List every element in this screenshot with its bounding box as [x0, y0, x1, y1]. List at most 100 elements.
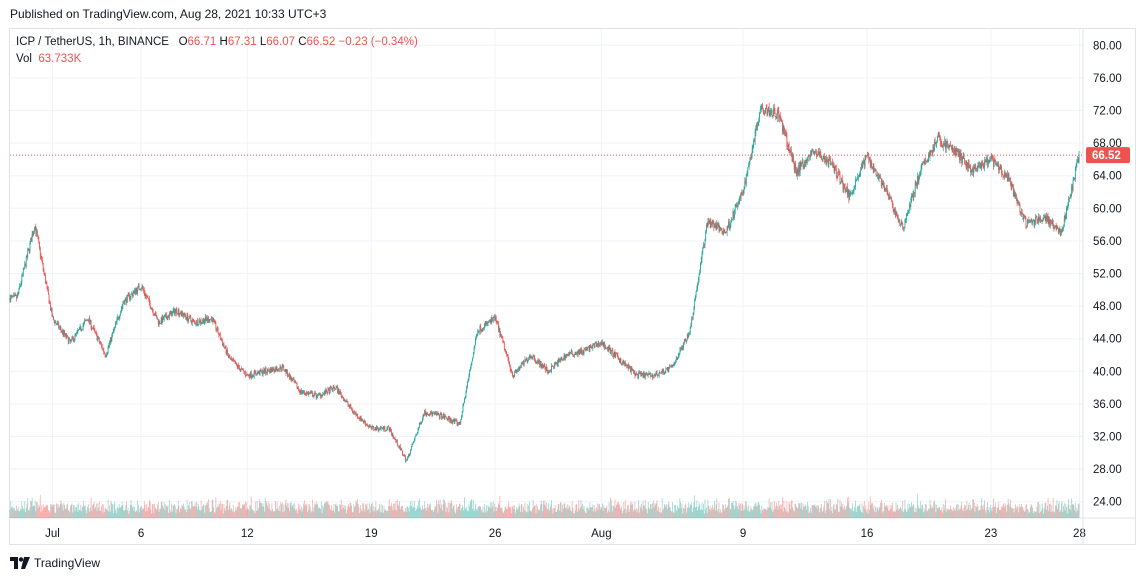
volume-bar [254, 513, 256, 518]
candle-body [798, 165, 800, 174]
candle-body [155, 312, 157, 316]
volume-bar [1043, 513, 1045, 518]
volume-bar [534, 505, 535, 518]
volume-bar [758, 502, 760, 518]
volume-bar [611, 505, 613, 518]
candle-body [10, 296, 12, 302]
volume-bar [869, 509, 870, 518]
volume-bar [219, 501, 221, 518]
candle-body [439, 414, 441, 418]
volume-bar [488, 507, 490, 518]
volume-bar [329, 505, 330, 518]
volume-bar [222, 513, 224, 518]
candle-body [87, 319, 88, 321]
candle-body [674, 362, 676, 365]
candle-body [651, 374, 653, 376]
candle-body [984, 160, 985, 168]
symbol-label[interactable]: ICP / TetherUS, 1h, BINANCE [16, 36, 169, 48]
volume-bar [746, 506, 748, 518]
candle-body [966, 162, 968, 168]
candle-body [9, 297, 11, 302]
candle-body [1001, 174, 1003, 175]
candle-body [199, 320, 201, 324]
candle-body [253, 375, 254, 377]
candle-body [1071, 186, 1073, 196]
candle-body [73, 338, 74, 342]
volume-bar [838, 511, 839, 518]
volume-bar [385, 510, 387, 518]
candle-body [939, 137, 941, 144]
candle-body [729, 226, 731, 228]
candle-body [458, 423, 459, 425]
volume-bar [1056, 500, 1058, 518]
volume-bar [123, 510, 125, 518]
candle-body [289, 376, 291, 380]
volume-bar [196, 501, 198, 518]
footer-brand[interactable]: TradingView [34, 556, 101, 570]
candle-body [393, 437, 395, 439]
volume-bar [136, 511, 138, 518]
candle-body [830, 163, 832, 165]
candle-body [963, 155, 965, 159]
volume-bar [702, 509, 704, 518]
volume-bar [891, 505, 893, 518]
volume-bar [477, 507, 479, 518]
candle-body [264, 369, 265, 374]
candle-body [178, 310, 180, 316]
candle-body [233, 361, 235, 362]
candle-body [311, 392, 313, 394]
chart-frame[interactable] [9, 28, 1136, 545]
volume-bar [1007, 498, 1009, 518]
candle-body [408, 454, 410, 457]
candle-body [381, 427, 383, 429]
volume-bar [1004, 507, 1005, 518]
candle-body [38, 238, 40, 243]
volume-bar [377, 509, 379, 518]
volume-bar [509, 507, 510, 518]
candle-body [734, 205, 736, 214]
volume-bar [45, 505, 47, 518]
candle-body [608, 347, 610, 352]
volume-bar [886, 507, 888, 518]
candle-body [855, 180, 856, 187]
volume-bar [696, 500, 698, 518]
volume-bar [526, 512, 527, 518]
candle-body [957, 150, 959, 156]
candle-body [675, 362, 676, 364]
candle-body [484, 323, 486, 325]
candle-body [928, 154, 929, 162]
candle-body [662, 369, 664, 371]
volume-bar [843, 509, 845, 518]
volume-bar [801, 509, 803, 518]
volume-bar [738, 503, 740, 518]
candle-body [438, 415, 440, 418]
volume-bar [1062, 512, 1064, 518]
volume-bar [689, 507, 690, 518]
volume-bar [101, 504, 103, 518]
candle-body [64, 331, 65, 335]
volume-bar [515, 509, 517, 518]
candle-body [212, 318, 214, 323]
candle-body [312, 392, 313, 397]
volume-bar [974, 511, 976, 518]
volume-bar [304, 505, 306, 518]
candle-body [517, 370, 518, 372]
candle-body [811, 149, 813, 153]
volume-bar [918, 507, 920, 518]
volume-bar [317, 503, 319, 518]
candle-body [1059, 228, 1061, 230]
candle-body [1019, 205, 1021, 213]
candle-body [985, 160, 987, 162]
volume-bar [306, 512, 308, 518]
volume-bar [590, 507, 592, 518]
candle-body [115, 323, 116, 327]
candle-body [105, 356, 107, 358]
volume-bar [504, 506, 506, 518]
candle-body [124, 299, 126, 305]
candle-body [441, 416, 443, 419]
volume-bar [199, 510, 201, 518]
candle-body [584, 348, 586, 350]
candle-body [997, 163, 999, 165]
volume-bar [977, 506, 979, 518]
